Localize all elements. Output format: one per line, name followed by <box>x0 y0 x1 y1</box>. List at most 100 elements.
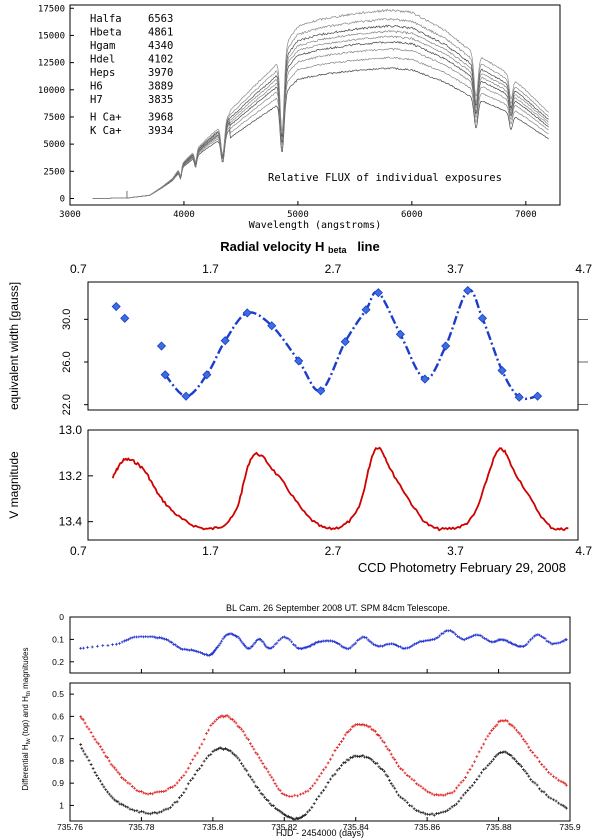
blcam-data-point <box>468 768 472 771</box>
blcam-data-point <box>335 746 339 749</box>
blcam-x-tick-label: 735.76 <box>57 822 83 832</box>
blcam-data-point <box>558 641 562 645</box>
blcam-data-point <box>393 758 397 761</box>
blcam-data-point <box>341 645 345 649</box>
blcam-data-point <box>124 804 128 808</box>
blcam-data-point <box>495 723 499 727</box>
blcam-data-point <box>236 724 240 728</box>
blcam-data-point <box>382 769 386 773</box>
blcam-data-point <box>102 785 106 789</box>
blcam-data-point <box>381 768 384 772</box>
phot-series <box>111 446 569 532</box>
phot-plot-frame <box>87 429 579 541</box>
blcam-data-point <box>538 787 541 791</box>
blcam-data-point <box>516 762 520 765</box>
blcam-data-point <box>279 637 283 641</box>
blcam-data-point <box>205 731 208 735</box>
blcam-data-point <box>473 760 476 764</box>
blcam-data-point <box>419 784 423 788</box>
blcam-data-point <box>550 642 554 646</box>
phot-x-tick-label: 2.7 <box>325 544 342 558</box>
blcam-data-point <box>120 802 124 806</box>
blcam-data-point <box>492 727 495 731</box>
blcam-data-point <box>186 782 190 786</box>
blcam-data-point <box>426 790 429 794</box>
blcam-data-point <box>101 644 105 647</box>
blcam-data-point <box>89 763 93 766</box>
blcam-data-point <box>123 639 126 643</box>
blcam-data-point <box>333 749 337 752</box>
blcam-data-point <box>379 736 383 740</box>
blcam-data-point <box>151 792 154 796</box>
blcam-data-point <box>408 804 411 807</box>
blcam-x-tick-label: 735.8 <box>202 822 224 832</box>
blcam-data-point <box>323 639 327 643</box>
blcam-data-point <box>525 772 529 775</box>
spectrum-line-name: Halfa <box>90 13 122 25</box>
blcam-data-point <box>365 723 368 727</box>
blcam-data-point <box>359 723 363 727</box>
blcam-data-point <box>441 793 445 797</box>
blcam-data-point <box>457 783 461 787</box>
blcam-data-point <box>170 641 174 644</box>
blcam-data-point <box>523 644 527 647</box>
blcam-data-point <box>240 762 243 765</box>
spectrum-line-name: Hgam <box>90 40 115 52</box>
blcam-data-point <box>261 762 265 765</box>
rv-data-point <box>395 329 405 339</box>
blcam-data-point <box>331 753 335 757</box>
rv-data-point <box>533 391 543 401</box>
blcam-data-point <box>211 750 215 753</box>
blcam-data-point <box>146 792 150 796</box>
blcam-data-point <box>529 748 533 752</box>
blcam-data-point <box>222 715 226 719</box>
blcam-data-point <box>368 639 372 643</box>
blcam-data-point <box>159 636 163 640</box>
blcam-data-point <box>333 772 337 776</box>
blcam-data-point <box>520 734 524 738</box>
blcam-data-point <box>361 754 365 757</box>
blcam-data-point <box>184 770 188 774</box>
blcam-data-point <box>96 644 99 648</box>
blcam-data-point <box>521 768 525 772</box>
spectrum-exposure-line <box>92 67 549 199</box>
blcam-data-point <box>406 646 409 650</box>
blcam-data-point <box>400 646 404 650</box>
blcam-data-point <box>201 652 204 655</box>
blcam-data-point <box>126 781 130 785</box>
blcam-data-point <box>395 644 399 647</box>
blcam-data-point <box>207 728 211 732</box>
blcam-data-point <box>165 638 168 641</box>
blcam-data-point <box>273 642 277 646</box>
phot-x-tick-label: 1.7 <box>202 544 219 558</box>
blcam-data-point <box>120 640 124 644</box>
spectrum-line-wavelength: 3835 <box>148 94 173 106</box>
blcam-data-point <box>301 814 304 818</box>
blcam-data-point <box>166 807 170 811</box>
rv-data-point <box>202 370 212 380</box>
blcam-data-point <box>488 639 492 643</box>
blcam-data-point <box>366 638 370 642</box>
blcam-data-point <box>120 776 124 779</box>
blcam-data-point <box>237 636 241 640</box>
blcam-data-point <box>565 783 568 787</box>
blcam-data-point <box>270 775 274 779</box>
blcam-data-point <box>560 640 564 643</box>
blcam-data-point <box>151 811 154 815</box>
blcam-data-point <box>222 748 226 751</box>
blcam-data-point <box>213 719 217 723</box>
blcam-data-point <box>506 719 509 723</box>
spectrum-y-ticks: 0 2500 5000 7500 10000 12500 15000 17500 <box>38 4 74 204</box>
blcam-data-point <box>202 737 206 741</box>
blcam-data-point <box>559 803 563 807</box>
blcam-data-point <box>410 777 414 781</box>
blcam-data-point <box>470 764 474 768</box>
blcam-data-point <box>450 805 454 809</box>
blcam-data-point <box>195 751 199 755</box>
blcam-data-point <box>507 722 511 726</box>
blcam-data-point <box>388 749 391 752</box>
blcam-data-point <box>343 646 347 650</box>
blcam-data-point <box>437 811 441 815</box>
blcam-data-point <box>391 642 395 646</box>
blcam-data-point <box>389 782 393 785</box>
